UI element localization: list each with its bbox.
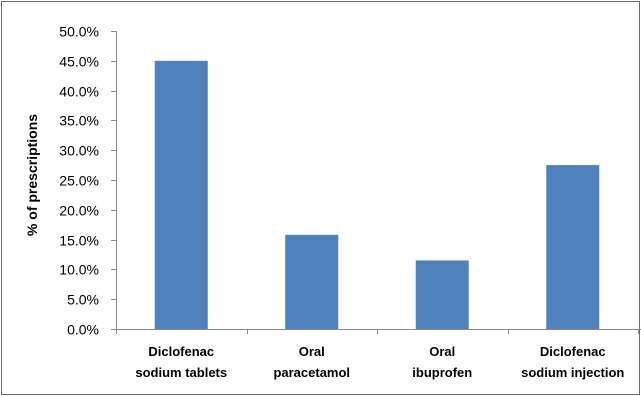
x-tick-label-line: ibuprofen bbox=[412, 365, 472, 380]
y-tick-label: 5.0% bbox=[67, 292, 99, 308]
x-tick-label-line: sodium injection bbox=[521, 365, 624, 380]
y-tick-label: 40.0% bbox=[59, 84, 99, 100]
x-tick-label-line: sodium tablets bbox=[135, 365, 227, 380]
y-tick-label: 30.0% bbox=[59, 143, 99, 159]
y-tick-label: 0.0% bbox=[67, 322, 99, 338]
y-tick-label: 25.0% bbox=[59, 173, 99, 189]
y-axis-title: % of prescriptions bbox=[24, 114, 40, 236]
x-tick-label-line: Diclofenac bbox=[540, 344, 606, 359]
bar bbox=[415, 260, 469, 329]
y-tick-label: 50.0% bbox=[59, 24, 99, 40]
y-tick-label: 35.0% bbox=[59, 113, 99, 129]
bar bbox=[285, 234, 339, 329]
y-axis-ticks: 0.0% 5.0% 10.0% 15.0% 20.0% 25.0% 30.0% 35.0% 40… bbox=[59, 24, 116, 338]
x-tick-label-line: Diclofenac bbox=[148, 344, 214, 359]
x-tick-label: Diclofenac sodium tablets bbox=[135, 344, 227, 380]
y-tick-label: 10.0% bbox=[59, 262, 99, 278]
x-tick-label: Oral ibuprofen bbox=[412, 344, 472, 380]
y-tick-label: 20.0% bbox=[59, 203, 99, 219]
bars bbox=[154, 60, 600, 330]
x-tick-label: Diclofenac sodium injection bbox=[521, 344, 624, 380]
x-tick-label: Oral paracetamol bbox=[273, 344, 350, 380]
x-tick-label-line: paracetamol bbox=[273, 365, 350, 380]
y-tick-label: 15.0% bbox=[59, 233, 99, 249]
bar bbox=[154, 60, 208, 330]
bar bbox=[546, 165, 600, 329]
x-tick-label-line: Oral bbox=[299, 344, 325, 359]
y-tick-label: 45.0% bbox=[59, 54, 99, 70]
x-tick-label-line: Oral bbox=[429, 344, 455, 359]
